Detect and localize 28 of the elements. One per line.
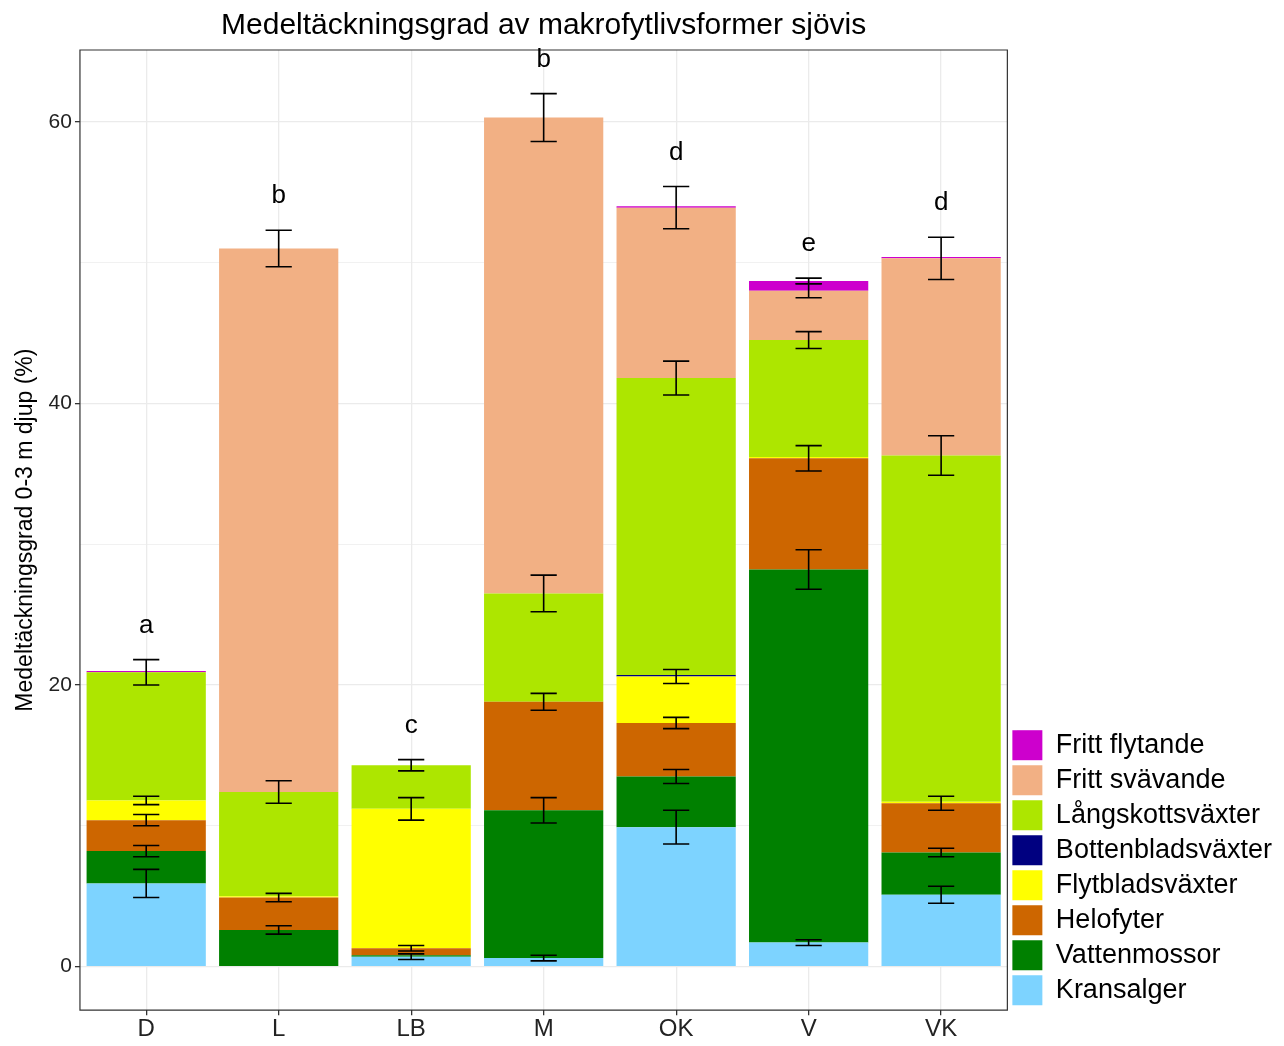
annotation: b bbox=[536, 42, 551, 73]
x-tick-label: D bbox=[137, 1014, 155, 1042]
y-axis-title: Medeltäckningsgrad 0-3 m djup (%) bbox=[11, 348, 38, 712]
x-tick-label: LB bbox=[396, 1014, 426, 1042]
annotation: c bbox=[404, 708, 418, 739]
legend-label: Bottenbladsväxter bbox=[1055, 833, 1273, 864]
legend-label: Flytbladsväxter bbox=[1055, 868, 1238, 899]
annotation: d bbox=[933, 186, 949, 217]
chart-title: Medeltäckningsgrad av makrofytlivsformer sjövis bbox=[221, 7, 867, 41]
legend-label: Helofyter bbox=[1055, 903, 1164, 934]
y-tick-label: 60 bbox=[48, 108, 72, 132]
legend-label: Vattenmossor bbox=[1055, 938, 1221, 969]
legend-label: Kransalger bbox=[1055, 973, 1187, 1004]
y-tick-label: 20 bbox=[48, 671, 72, 695]
x-tick-label: VK bbox=[925, 1014, 958, 1042]
y-tick-label: 0 bbox=[60, 953, 72, 977]
y-tick-label: 40 bbox=[48, 390, 72, 414]
x-tick-label: M bbox=[533, 1014, 554, 1042]
legend-label: Fritt flytande bbox=[1055, 728, 1205, 759]
x-tick-label: L bbox=[272, 1014, 286, 1042]
annotation: e bbox=[801, 227, 816, 258]
annotation: b bbox=[271, 179, 286, 210]
annotation: a bbox=[138, 608, 154, 639]
x-tick-label: OK bbox=[658, 1014, 694, 1042]
legend-label: Fritt svävande bbox=[1055, 763, 1226, 794]
x-tick-label: V bbox=[800, 1014, 817, 1042]
annotation: d bbox=[668, 135, 684, 166]
legend-label: Långskottsväxter bbox=[1055, 798, 1260, 829]
